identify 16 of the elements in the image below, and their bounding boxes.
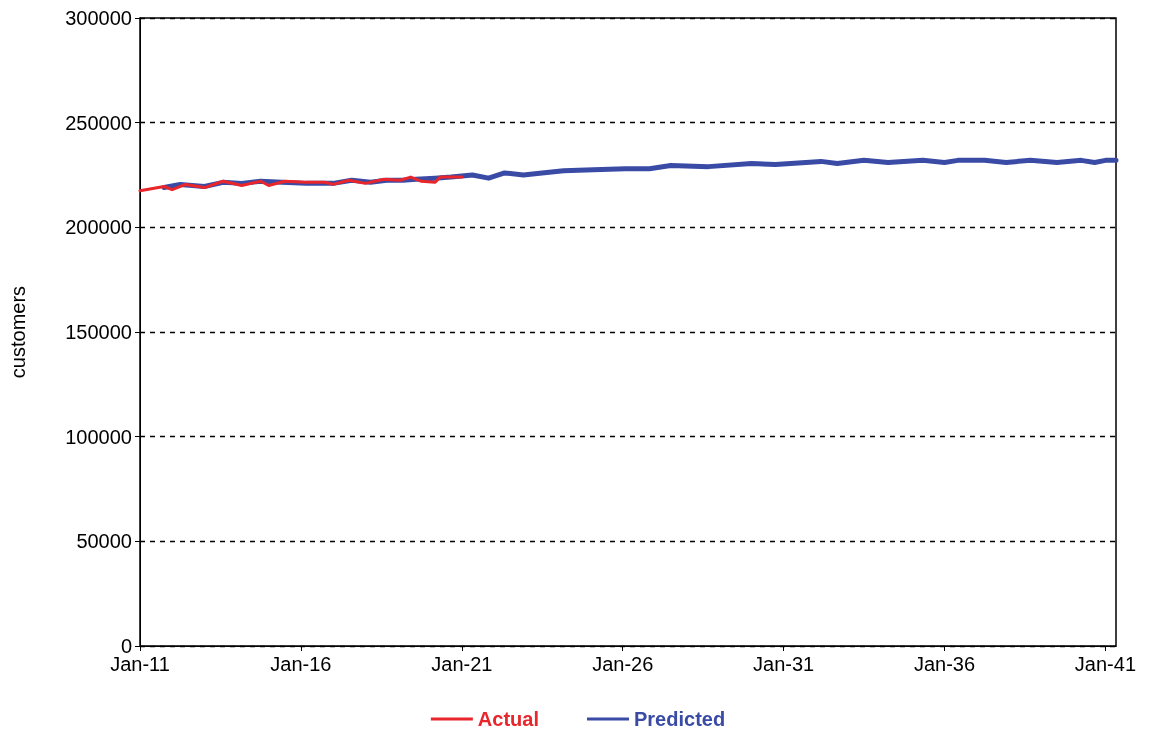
x-tick-label: Jan-21: [431, 653, 493, 675]
x-tick-label: Jan-16: [270, 653, 332, 675]
y-tick-label: 200000: [65, 216, 132, 239]
line-series: [138, 175, 464, 193]
legend-label: Actual: [477, 708, 539, 730]
y-tick-label: 250000: [65, 111, 132, 134]
x-tick-label: Jan-31: [753, 653, 815, 675]
x-tick-label: Jan-36: [913, 653, 976, 675]
y-tick-label: 150000: [65, 321, 132, 343]
x-tick-label: Jan-26: [592, 653, 654, 675]
y-tick-label: 50000: [76, 530, 132, 553]
y-tick-label: 100000: [65, 425, 132, 448]
y-tick-label: 300000: [65, 7, 132, 29]
legend-label: Predicted: [633, 708, 726, 730]
x-tick-label: Jan-41: [1074, 653, 1137, 675]
y-axis-title: customers: [7, 285, 29, 379]
